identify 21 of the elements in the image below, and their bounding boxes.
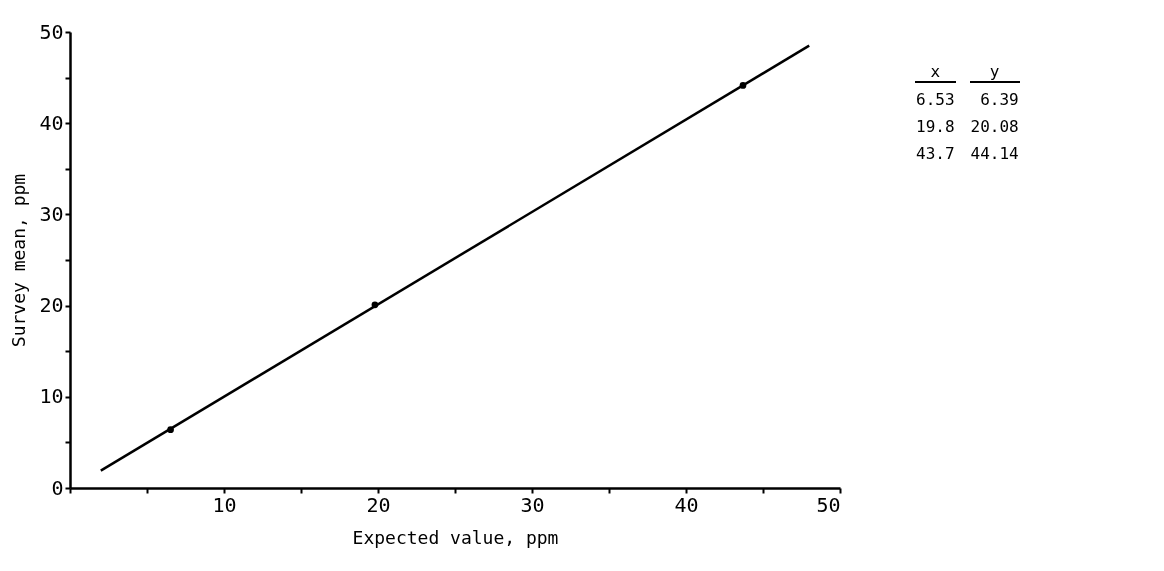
x-tick-label: 20 [366,492,391,517]
y-tick-label: 0 [51,475,64,500]
text: 20.08 [969,116,1020,137]
x-tick-label: 30 [520,492,545,517]
x-tick-label: 50 [816,492,841,517]
x-tick-label: 10 [212,492,237,517]
y-tick-label: 10 [39,384,64,409]
y-tick-label: 30 [39,201,64,226]
x-axis-title: Expected value, ppm [352,526,559,548]
text: 6.39 [979,89,1020,110]
text: 6.53 [915,89,956,110]
text: x [915,62,956,83]
text: y [969,62,1020,83]
y-axis-title: Survey mean, ppm [8,173,30,348]
text: 44.14 [969,143,1020,164]
x-tick-label: 40 [674,492,699,517]
y-tick-label: 50 [39,19,64,44]
y-tick-label: 40 [39,110,64,135]
text: 19.8 [915,116,956,137]
y-tick-label: 20 [39,293,64,318]
text: 43.7 [915,143,956,164]
